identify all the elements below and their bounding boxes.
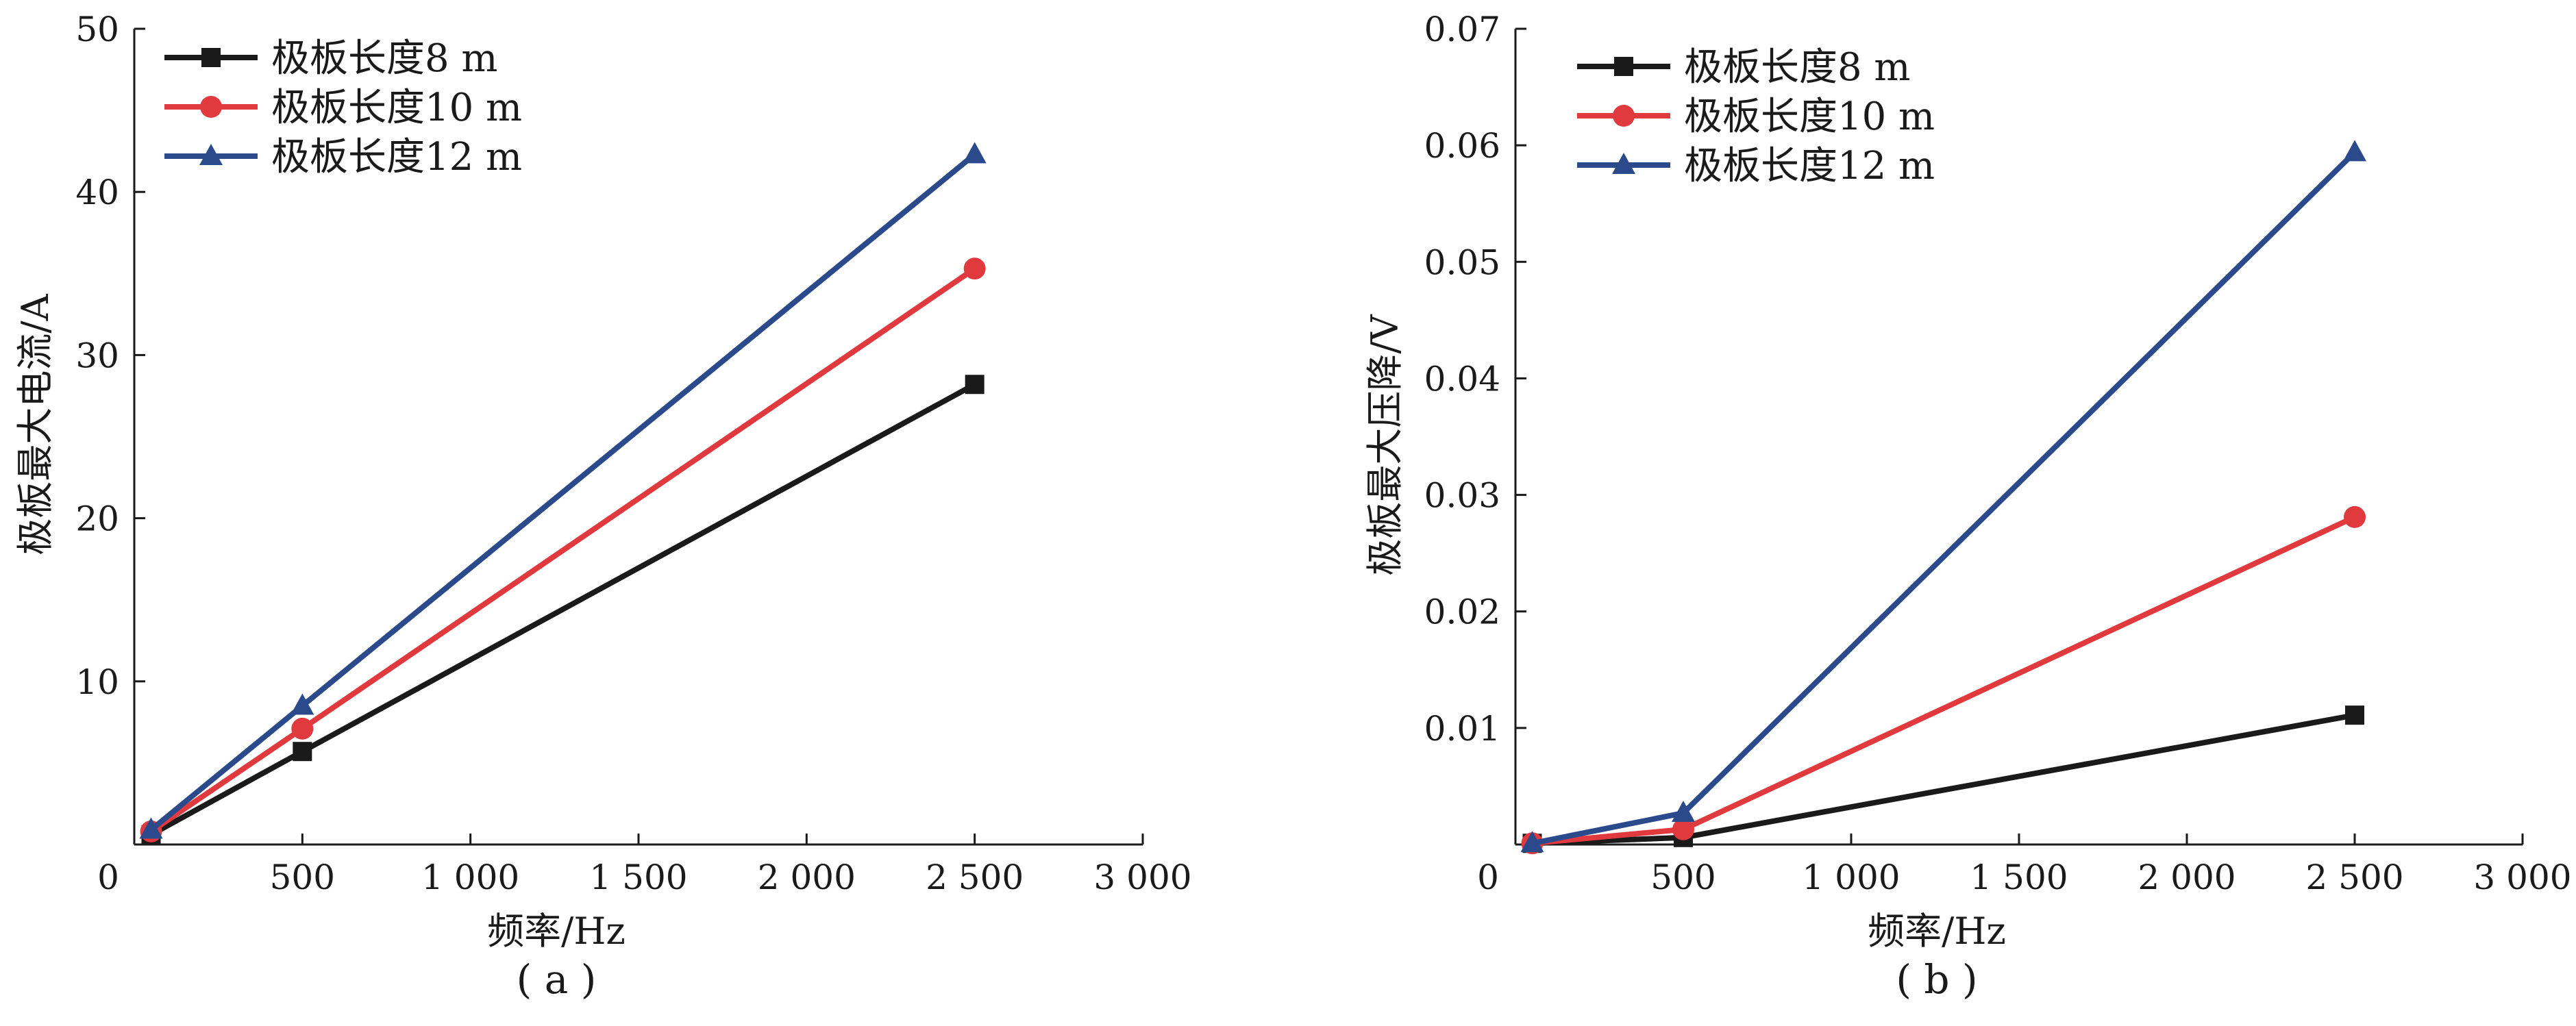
x-axis-title: 频率/Hz (1868, 910, 2006, 953)
legend: 极板长度8 m 极板长度10 m 极板长度12 m (164, 36, 522, 179)
y-tick-label: 0.05 (1424, 242, 1500, 282)
data-point (290, 693, 314, 715)
legend-marker (1613, 105, 1635, 127)
x-tick-label: 1 000 (421, 858, 519, 897)
legend-entry: 极板长度10 m (1577, 95, 1935, 139)
x-tick-label: 500 (1650, 858, 1716, 897)
x-tick-label: 2 000 (758, 858, 856, 897)
x-tick-label: 1 500 (1970, 858, 2068, 897)
x-tick-label: 0 (97, 858, 119, 897)
series-line (1532, 514, 2356, 847)
x-tick-label: 3 000 (2473, 858, 2571, 897)
series-3 (1520, 140, 2366, 853)
y-tick-label: 50 (75, 10, 119, 49)
data-point (2345, 705, 2364, 725)
x-tick-label: 3 000 (1093, 858, 1191, 897)
x-tick-label: 0 (1477, 858, 1499, 897)
legend-entry: 极板长度12 m (1577, 144, 1935, 188)
y-tick-label: 10 (75, 662, 119, 702)
y-tick-label: 0.07 (1424, 10, 1500, 49)
legend-entry: 极板长度10 m (164, 86, 522, 130)
data-point (1520, 831, 1544, 853)
data-point (139, 817, 163, 839)
legend: 极板长度8 m 极板长度10 m 极板长度12 m (1577, 45, 1935, 188)
data-point (1672, 801, 1695, 823)
data-point (965, 375, 984, 395)
y-tick-label: 40 (75, 173, 119, 212)
legend-entry: 极板长度8 m (164, 36, 498, 81)
legend-marker (200, 96, 222, 118)
x-tick-label: 1 500 (589, 858, 687, 897)
legend-label: 极板长度8 m (1684, 45, 1911, 90)
legend-label: 极板长度12 m (1684, 144, 1935, 188)
legend-entry: 极板长度12 m (164, 135, 522, 179)
chart-panel-b: 0 500 1 000 1 500 2 000 2 500 3 000 0.01 0.02 0.0… (1363, 10, 2572, 1003)
series-line (149, 152, 977, 832)
panel-label: ( a ) (517, 956, 597, 1003)
x-tick-label: 2 500 (926, 858, 1024, 897)
legend-marker (1612, 153, 1635, 174)
y-tick-label: 30 (75, 336, 119, 375)
data-point (963, 142, 987, 164)
series-2 (140, 258, 986, 842)
chart-panel-a: 0 500 1 000 1 500 2 000 2 500 3 000 10 20 30 40 50 频… (14, 10, 1192, 1003)
data-point (2343, 140, 2366, 162)
series-3 (139, 142, 987, 839)
legend-label: 极板长度8 m (271, 36, 498, 81)
x-tick-label: 500 (270, 858, 335, 897)
data-point (293, 742, 312, 762)
panel-label: ( b ) (1896, 956, 1977, 1003)
x-tick-label: 2 000 (2138, 858, 2236, 897)
data-point (963, 258, 986, 280)
data-point (2344, 505, 2366, 528)
y-tick-label: 20 (75, 499, 119, 539)
y-tick-label: 0.02 (1424, 592, 1500, 632)
legend-marker (201, 48, 221, 67)
legend-entry: 极板长度8 m (1577, 45, 1911, 90)
data-point (291, 717, 314, 740)
series-line (149, 266, 976, 834)
legend-label: 极板长度12 m (271, 135, 522, 179)
y-tick-label: 0.06 (1424, 126, 1500, 166)
legend-label: 极板长度10 m (1684, 95, 1935, 139)
series-line (1532, 712, 2355, 847)
legend-marker (199, 144, 223, 165)
x-tick-label: 2 500 (2305, 858, 2403, 897)
x-axis-title: 频率/Hz (487, 910, 626, 953)
legend-marker (1614, 57, 1633, 76)
series-2 (1521, 505, 2366, 855)
legend-label: 极板长度10 m (271, 86, 522, 130)
y-tick-label: 0.01 (1424, 709, 1500, 749)
y-tick-label: 0.04 (1424, 359, 1500, 399)
y-axis-title: 极板最大电流/A (14, 293, 57, 555)
y-tick-label: 0.03 (1424, 476, 1500, 516)
x-tick-label: 1 000 (1802, 858, 1900, 897)
series-1 (141, 375, 984, 844)
series-line (149, 381, 976, 838)
y-axis-title: 极板最大压降/V (1363, 314, 1407, 575)
data-point (1672, 818, 1694, 840)
